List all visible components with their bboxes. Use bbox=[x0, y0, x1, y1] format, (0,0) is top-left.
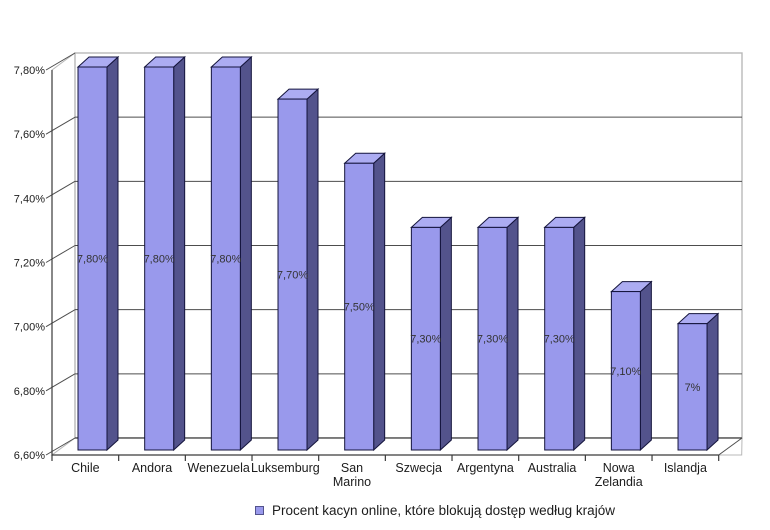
x-axis-label: Nowa bbox=[603, 461, 635, 475]
y-tick bbox=[45, 437, 76, 456]
bar-value-label: 7% bbox=[685, 382, 701, 394]
bar-value-label: 7,30% bbox=[410, 334, 441, 346]
x-axis-label: Marino bbox=[333, 475, 371, 489]
bar-value-label: 7,80% bbox=[144, 254, 175, 266]
x-axis-label: Chile bbox=[71, 461, 100, 475]
bar bbox=[544, 226, 575, 451]
bar bbox=[677, 323, 708, 451]
bar bbox=[77, 66, 108, 451]
y-tick bbox=[45, 373, 76, 392]
bar-side-face bbox=[306, 87, 319, 452]
bar-value-label: 7,30% bbox=[544, 334, 575, 346]
x-axis-end-diagonal bbox=[718, 437, 743, 456]
x-axis-label: Wenezuela bbox=[188, 461, 250, 475]
y-tick bbox=[45, 245, 76, 263]
y-axis-label: 7,20% bbox=[14, 258, 45, 270]
bar-value-label: 7,80% bbox=[77, 254, 108, 266]
y-tick bbox=[45, 309, 76, 328]
bar-value-label: 7,80% bbox=[210, 254, 241, 266]
x-axis-label: San bbox=[341, 461, 363, 475]
bar-value-label: 7,30% bbox=[477, 334, 508, 346]
x-axis-label: Argentyna bbox=[457, 461, 514, 475]
bar-side-face bbox=[439, 216, 452, 452]
bar-side-face bbox=[573, 216, 586, 452]
y-axis-label: 7,80% bbox=[14, 65, 45, 77]
y-tick bbox=[45, 52, 76, 71]
y-tick bbox=[45, 116, 76, 135]
y-axis-label: 6,60% bbox=[14, 450, 45, 462]
y-axis-label: 6,80% bbox=[14, 386, 45, 398]
y-tick bbox=[45, 180, 76, 199]
legend-label: Procent kacyn online, które blokują dost… bbox=[272, 503, 615, 518]
bar-side-face bbox=[639, 280, 652, 452]
legend-marker-icon bbox=[255, 506, 264, 515]
bar-side-face bbox=[106, 55, 119, 452]
x-axis-label: Szwecja bbox=[395, 461, 442, 475]
bar-side-face bbox=[373, 152, 386, 452]
bar-value-label: 7,10% bbox=[610, 366, 641, 378]
bar-side-face bbox=[173, 55, 186, 452]
bar bbox=[144, 66, 175, 451]
bar-side-face bbox=[239, 55, 252, 452]
bar bbox=[610, 291, 641, 451]
bar bbox=[410, 226, 441, 451]
x-axis-label: Australia bbox=[528, 461, 577, 475]
y-axis-label: 7,60% bbox=[14, 129, 45, 141]
bar bbox=[344, 162, 375, 451]
x-axis-label: Zelandia bbox=[595, 475, 643, 489]
y-axis-label: 7,00% bbox=[14, 322, 45, 334]
x-axis-label: Islandja bbox=[664, 461, 707, 475]
bar-side-face bbox=[706, 312, 719, 452]
left-wall bbox=[51, 52, 76, 456]
bar bbox=[277, 98, 308, 451]
bar-value-label: 7,70% bbox=[277, 270, 308, 282]
x-axis-label: Luksemburg bbox=[251, 461, 320, 475]
bar-value-label: 7,50% bbox=[344, 302, 375, 314]
bar bbox=[210, 66, 241, 451]
legend: Procent kacyn online, które blokują dost… bbox=[255, 503, 615, 518]
y-axis-label: 7,40% bbox=[14, 193, 45, 205]
bar bbox=[477, 226, 508, 451]
bar-side-face bbox=[506, 216, 519, 452]
x-axis-label: Andora bbox=[132, 461, 172, 475]
